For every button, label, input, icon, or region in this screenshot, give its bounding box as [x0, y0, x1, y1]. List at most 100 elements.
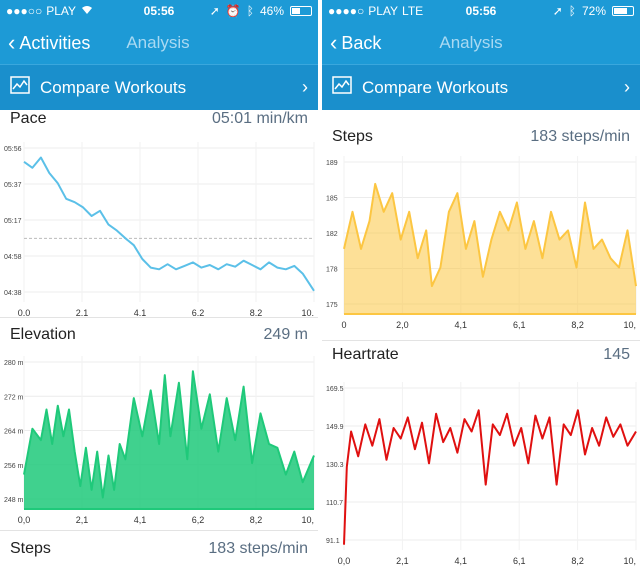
compare-workouts-label: Compare Workouts [40, 77, 187, 97]
screen-divider [318, 0, 322, 568]
x-tick-label: 4,1 [134, 308, 147, 316]
y-tick-label: 130.3 [326, 462, 344, 469]
left-screen: ●●●○○ PLAY 05:56 ➚ ⏰ ᛒ 46% ‹ Activities … [0, 0, 318, 568]
battery-icon [290, 6, 312, 16]
alarm-icon: ⏰ [225, 4, 241, 18]
x-tick-label: 8,2 [250, 515, 263, 525]
carrier-label: PLAY [368, 4, 399, 18]
back-label: Back [341, 32, 382, 53]
nav-title: Analysis [126, 33, 190, 52]
heartrate-section: Heartrate 145 169.5 149.9 130.3 110.7 91.1 0,… [322, 346, 640, 568]
steps-chart: 189 185 182 178 175 0 2,0 4,1 6,1 8,2 10, [326, 156, 637, 330]
y-tick-label: 04:58 [4, 254, 22, 261]
x-tick-label: 2,1 [396, 556, 409, 566]
y-tick-label: 182 [326, 231, 338, 238]
steps-value: 183 steps/min [530, 128, 630, 145]
signal-icon: ●●●○○ [6, 4, 43, 18]
elevation-title: Elevation [10, 326, 76, 343]
x-tick-label: 8,2 [250, 308, 263, 316]
y-tick-label: 05:17 [4, 218, 22, 225]
chevron-left-icon: ‹ [8, 30, 16, 55]
compare-workouts-row[interactable]: Compare Workouts › [322, 64, 640, 110]
bluetooth-icon: ᛒ [568, 4, 576, 18]
y-tick-label: 185 [326, 196, 338, 203]
battery-icon [612, 6, 634, 16]
clock: 05:56 [465, 4, 497, 18]
x-tick-label: 2,1 [76, 308, 89, 316]
y-tick-label: 169.5 [326, 386, 344, 393]
y-tick-label: 178 [326, 267, 338, 274]
series-area [24, 371, 314, 509]
steps-title: Steps [332, 128, 373, 145]
battery-percent: 46% [259, 4, 284, 18]
network-type: LTE [402, 4, 424, 18]
chart-icon [10, 76, 30, 99]
location-icon: ➚ [209, 4, 220, 18]
elevation-section: Elevation 249 m 280 m 272 m 264 m 256 m 248 … [0, 326, 318, 532]
bluetooth-icon: ᛒ [246, 4, 254, 18]
x-tick-label: 0,0 [18, 308, 31, 316]
x-tick-label: 8,2 [571, 320, 584, 330]
y-tick-label: 280 m [4, 360, 24, 367]
steps-section: Steps 183 steps/min 189 185 182 178 175 0 2,0 4… [322, 128, 640, 339]
chevron-right-icon: › [302, 77, 308, 97]
x-tick-label: 4,1 [134, 515, 147, 525]
series-line [23, 156, 315, 292]
chart-icon [332, 76, 352, 99]
x-tick-label: 0 [341, 320, 346, 330]
back-label: Activities [19, 32, 91, 53]
x-tick-label: 0,0 [338, 556, 351, 566]
status-bar: ●●●○○ PLAY 05:56 ➚ ⏰ ᛒ 46% [0, 0, 318, 22]
y-tick-label: 175 [326, 302, 338, 309]
steps-value: 183 steps/min [208, 540, 308, 557]
x-tick-label: 6,2 [192, 515, 205, 525]
back-button[interactable]: ‹ Back [330, 32, 381, 54]
x-tick-label: 4,1 [455, 320, 468, 330]
y-tick-label: 248 m [4, 497, 24, 504]
location-icon: ➚ [552, 4, 563, 18]
right-screen: ●●●●○ PLAY LTE 05:56 ➚ ᛒ 72% ‹ Back Anal… [322, 0, 640, 568]
y-tick-label: 05:56 [4, 146, 22, 153]
pace-value: 05:01 min/km [211, 110, 308, 127]
wifi-icon [80, 4, 94, 18]
steps-section: Steps 183 steps/min [0, 540, 318, 566]
heartrate-value: 145 [603, 346, 630, 363]
heartrate-chart: 169.5 149.9 130.3 110.7 91.1 0,0 2,1 4,1 6,1 8,2 1… [326, 382, 637, 566]
x-tick-label: 8,2 [571, 556, 584, 566]
elevation-value: 249 m [263, 326, 308, 343]
x-tick-label: 6,1 [513, 320, 526, 330]
y-tick-label: 272 m [4, 394, 24, 401]
y-tick-label: 05:37 [4, 182, 22, 189]
elevation-chart: 280 m 272 m 264 m 256 m 248 m 0,0 2,1 4,1 6,2 8,2… [4, 356, 315, 525]
chevron-right-icon: › [624, 77, 630, 97]
clock: 05:56 [143, 4, 175, 18]
x-tick-label: 6,1 [513, 556, 526, 566]
battery-percent: 72% [581, 4, 606, 18]
y-tick-label: 149.9 [326, 424, 344, 431]
signal-icon: ●●●●○ [328, 4, 365, 18]
y-tick-label: 264 m [4, 429, 24, 436]
y-tick-label: 110.7 [326, 500, 343, 507]
y-tick-label: 189 [326, 160, 338, 167]
x-tick-label: 10, [623, 556, 636, 566]
x-tick-label: 10, [301, 308, 314, 316]
pace-title: Pace [10, 110, 47, 127]
back-button[interactable]: ‹ Activities [8, 32, 90, 54]
x-tick-label: 2,0 [396, 320, 409, 330]
y-tick-label: 256 m [4, 463, 24, 470]
status-bar: ●●●●○ PLAY LTE 05:56 ➚ ᛒ 72% [322, 0, 640, 22]
series-line [23, 370, 315, 499]
compare-workouts-label: Compare Workouts [362, 77, 509, 97]
pace-section: Pace 05:01 min/km 05:56 05:37 05:17 04:58 04… [0, 110, 318, 321]
compare-workouts-row[interactable]: Compare Workouts › [0, 64, 318, 110]
x-tick-label: 10, [623, 320, 636, 330]
x-tick-label: 6,2 [192, 308, 205, 316]
carrier-label: PLAY [46, 4, 77, 18]
series-line [343, 182, 637, 288]
nav-title: Analysis [439, 33, 503, 52]
x-tick-label: 4,1 [455, 556, 468, 566]
y-tick-label: 91.1 [326, 538, 340, 545]
heartrate-title: Heartrate [332, 346, 399, 363]
y-tick-label: 04:38 [4, 290, 22, 297]
x-tick-label: 10, [301, 515, 314, 525]
